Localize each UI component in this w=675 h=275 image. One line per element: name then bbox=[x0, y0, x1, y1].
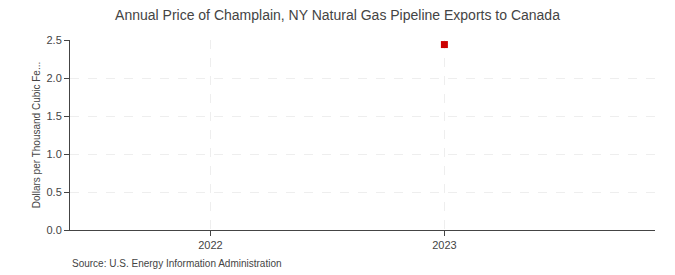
svg-text:Source: U.S. Energy Informatio: Source: U.S. Energy Information Administ… bbox=[72, 258, 282, 269]
svg-text:2.0: 2.0 bbox=[47, 72, 62, 84]
svg-text:1.0: 1.0 bbox=[47, 148, 62, 160]
svg-text:1.5: 1.5 bbox=[47, 110, 62, 122]
svg-text:2023: 2023 bbox=[432, 239, 456, 251]
svg-text:0.0: 0.0 bbox=[47, 224, 62, 236]
svg-text:Dollars per Thousand Cubic Fe.: Dollars per Thousand Cubic Fe... bbox=[31, 62, 42, 209]
svg-text:0.5: 0.5 bbox=[47, 186, 62, 198]
svg-text:2022: 2022 bbox=[198, 239, 222, 251]
svg-text:2.5: 2.5 bbox=[47, 34, 62, 46]
svg-text:Annual Price of Champlain, NY: Annual Price of Champlain, NY Natural Ga… bbox=[115, 7, 560, 23]
